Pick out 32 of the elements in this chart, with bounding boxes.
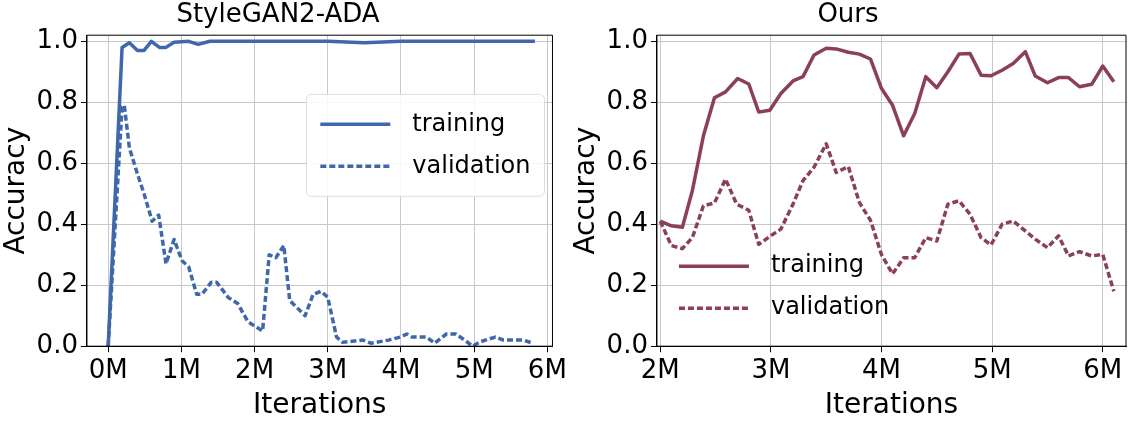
x-tick-label: 5M	[454, 353, 494, 384]
x-tick-label: 5M	[972, 353, 1012, 384]
x-tick-label: 2M	[235, 353, 275, 384]
y-tick-label: 0.2	[36, 267, 78, 298]
x-axis-title: Iterations	[824, 387, 959, 421]
legend-label: validation	[770, 292, 890, 321]
x-tick-label: 3M	[751, 353, 791, 384]
y-tick-label: 1.0	[36, 24, 78, 55]
x-tick-label: 4M	[381, 353, 421, 384]
chart-title: StyleGAN2-ADA	[176, 0, 380, 29]
y-tick-label: 0.4	[606, 206, 648, 237]
y-tick-label: 0.2	[606, 267, 648, 298]
y-tick-label: 0.6	[606, 146, 648, 177]
x-tick-label: 0M	[88, 353, 128, 384]
x-tick-label: 6M	[527, 353, 567, 384]
y-tick-label: 0.6	[36, 146, 78, 177]
y-axis-title: Accuracy	[0, 126, 32, 255]
legend-label: training	[412, 108, 506, 137]
x-tick-label: 4M	[862, 353, 902, 384]
y-axis-title: Accuracy	[568, 126, 602, 255]
y-tick-label: 0.4	[36, 206, 78, 237]
y-tick-label: 0.0	[36, 328, 78, 359]
x-tick-label: 6M	[1083, 353, 1123, 384]
y-tick-label: 1.0	[606, 24, 648, 55]
legend-label: validation	[412, 150, 531, 179]
y-tick-label: 0.8	[606, 85, 648, 116]
x-tick-label: 1M	[161, 353, 201, 384]
x-axis-title: Iterations	[253, 387, 387, 421]
x-tick-label: 3M	[308, 353, 348, 384]
y-tick-label: 0.8	[36, 85, 78, 116]
legend-label: training	[770, 250, 864, 279]
chart-title: Ours	[817, 0, 879, 29]
